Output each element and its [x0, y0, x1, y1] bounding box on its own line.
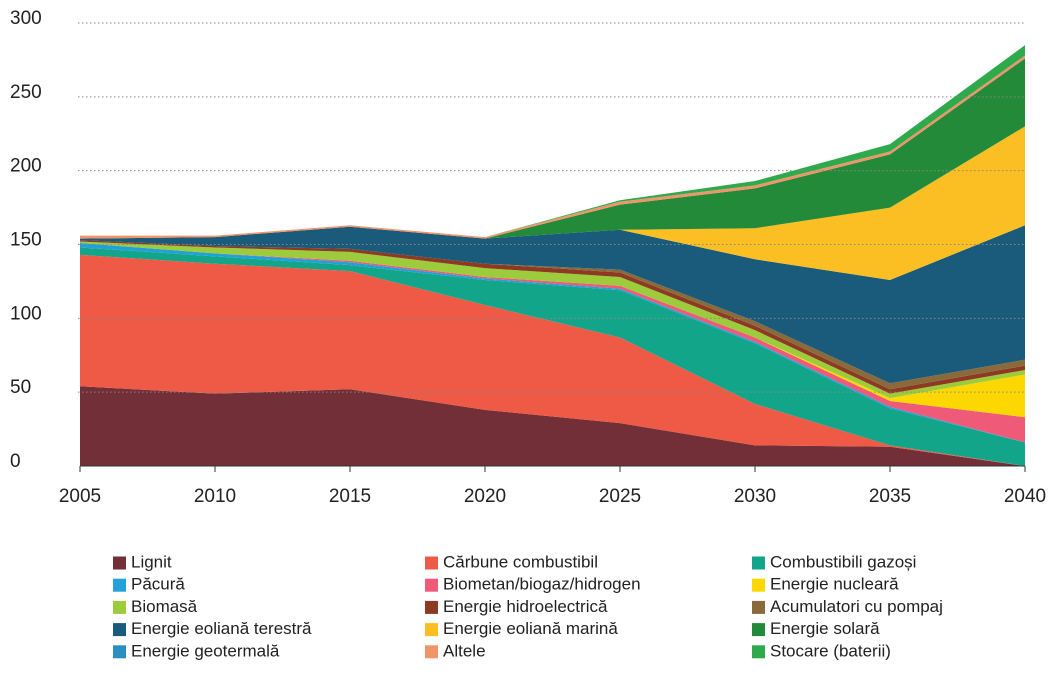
legend-label: Acumulatori cu pompaj: [770, 597, 943, 616]
legend-item: Stocare (baterii): [752, 641, 891, 660]
area: [80, 225, 1025, 384]
legend-swatch: [113, 600, 126, 614]
y-tick-label: 0: [10, 451, 21, 472]
legend-label: Păcură: [131, 575, 185, 594]
x-tick-label: 2040: [1004, 486, 1046, 507]
legend-swatch: [752, 556, 765, 570]
y-tick-label: 300: [10, 8, 42, 29]
legend-swatch: [425, 556, 438, 570]
legend-swatch: [113, 556, 126, 570]
y-tick-label: 250: [10, 82, 42, 103]
area: [80, 240, 1025, 394]
legend-label: Energie eoliană marină: [443, 619, 618, 638]
legend-label: Energie solară: [770, 619, 880, 638]
legend-label: Stocare (baterii): [770, 641, 891, 660]
legend-item: Energie nucleară: [752, 575, 899, 594]
legend-item: Păcură: [113, 575, 185, 594]
area: [80, 247, 1025, 466]
legend-swatch: [425, 645, 438, 659]
legend-label: Altele: [443, 641, 486, 660]
legend-item: Energie solară: [752, 619, 880, 638]
legend-item: Cărbune combustibil: [425, 552, 598, 571]
legend-swatch: [113, 623, 126, 637]
legend-label: Cărbune combustibil: [443, 552, 598, 571]
legend-item: Energie hidroelectrică: [425, 597, 608, 616]
legend-item: Energie geotermală: [113, 641, 280, 660]
legend-swatch: [425, 600, 438, 614]
legend-item: Biometan/biogaz/hidrogen: [425, 575, 641, 594]
y-tick-label: 150: [10, 230, 42, 251]
x-tick-label: 2010: [194, 486, 236, 507]
legend-label: Biometan/biogaz/hidrogen: [443, 575, 641, 594]
legend-item: Altele: [425, 641, 486, 660]
legend-swatch: [752, 600, 765, 614]
legend-label: Energie hidroelectrică: [443, 597, 608, 616]
area: [80, 386, 1025, 466]
legend-item: Energie eoliană terestră: [113, 619, 312, 638]
legend-item: Energie eoliană marină: [425, 619, 618, 638]
area: [80, 254, 1025, 466]
x-tick-label: 2030: [734, 486, 776, 507]
legend-item: Lignit: [113, 552, 172, 571]
area: [80, 58, 1025, 239]
legend-item: Acumulatori cu pompaj: [752, 597, 943, 616]
legend-item: Biomasă: [113, 597, 198, 616]
area: [80, 126, 1025, 280]
y-tick-label: 50: [10, 377, 31, 398]
legend-label: Lignit: [131, 552, 172, 571]
legend-swatch: [425, 623, 438, 637]
area: [80, 243, 1025, 418]
legend-item: Combustibili gazoși: [752, 552, 916, 571]
y-tick-label: 200: [10, 156, 42, 177]
y-tick-label: 100: [10, 303, 42, 324]
x-tick-label: 2005: [59, 486, 101, 507]
x-tick-label: 2015: [329, 486, 371, 507]
legend-label: Energie nucleară: [770, 575, 899, 594]
legend-label: Biomasă: [131, 597, 198, 616]
legend-swatch: [752, 578, 765, 592]
legend-label: Combustibili gazoși: [770, 552, 916, 571]
area: [80, 243, 1025, 443]
legend-swatch: [425, 578, 438, 592]
legend-swatch: [113, 578, 126, 592]
x-tick-label: 2020: [464, 486, 506, 507]
legend-swatch: [752, 645, 765, 659]
legend-label: Energie eoliană terestră: [131, 619, 312, 638]
area: [80, 241, 1025, 399]
legend-label: Energie geotermală: [131, 641, 280, 660]
x-tick-label: 2035: [869, 486, 911, 507]
x-tick-label: 2025: [599, 486, 641, 507]
legend-swatch: [752, 623, 765, 637]
legend-swatch: [113, 645, 126, 659]
